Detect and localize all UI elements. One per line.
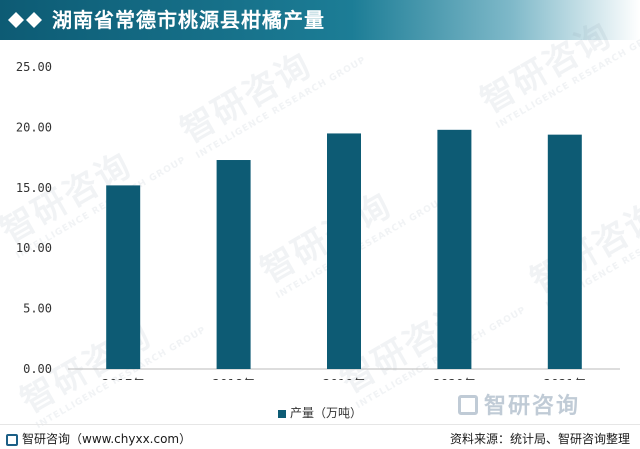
brand-logo: 智研咨询 [458, 388, 580, 419]
diamond-icon [8, 12, 42, 28]
y-tick-label: 20.00 [16, 120, 52, 134]
y-tick-label: 0.00 [23, 362, 52, 376]
y-tick-label: 25.00 [16, 60, 52, 74]
bar [216, 160, 251, 369]
page-title: 湖南省常德市桃源县柑橘产量 [52, 8, 325, 32]
bar [106, 185, 141, 369]
footer-data-source: 资料来源：统计局、智研咨询整理 [449, 432, 630, 446]
x-tick-label: 2020年 [433, 377, 476, 380]
bar [547, 134, 582, 369]
bar [327, 133, 361, 369]
x-tick-label: 2017年 [102, 377, 145, 380]
y-tick-label: 5.00 [23, 302, 52, 316]
bar-chart: 0.00 5.00 10.00 15.00 20.00 25.00 2017年 2018年 20… [16, 60, 620, 380]
logo-icon [6, 433, 18, 446]
y-tick-label: 10.00 [16, 241, 52, 255]
logo-icon [458, 395, 478, 415]
bar [437, 129, 472, 369]
title-bar: 湖南省常德市桃源县柑橘产量 [0, 0, 640, 40]
chart-legend: 产量（万吨） [0, 404, 640, 421]
y-tick-label: 15.00 [16, 181, 52, 195]
footer: 智研咨询（www.chyxx.com） 资料来源：统计局、智研咨询整理 [0, 424, 640, 449]
legend-label: 产量（万吨） [289, 406, 362, 420]
x-tick-label: 2019年 [323, 377, 366, 380]
legend-swatch [277, 409, 286, 418]
footer-source-site: 智研咨询（www.chyxx.com） [6, 430, 191, 447]
x-tick-label: 2021年 [544, 377, 587, 380]
x-tick-label: 2018年 [212, 377, 255, 380]
